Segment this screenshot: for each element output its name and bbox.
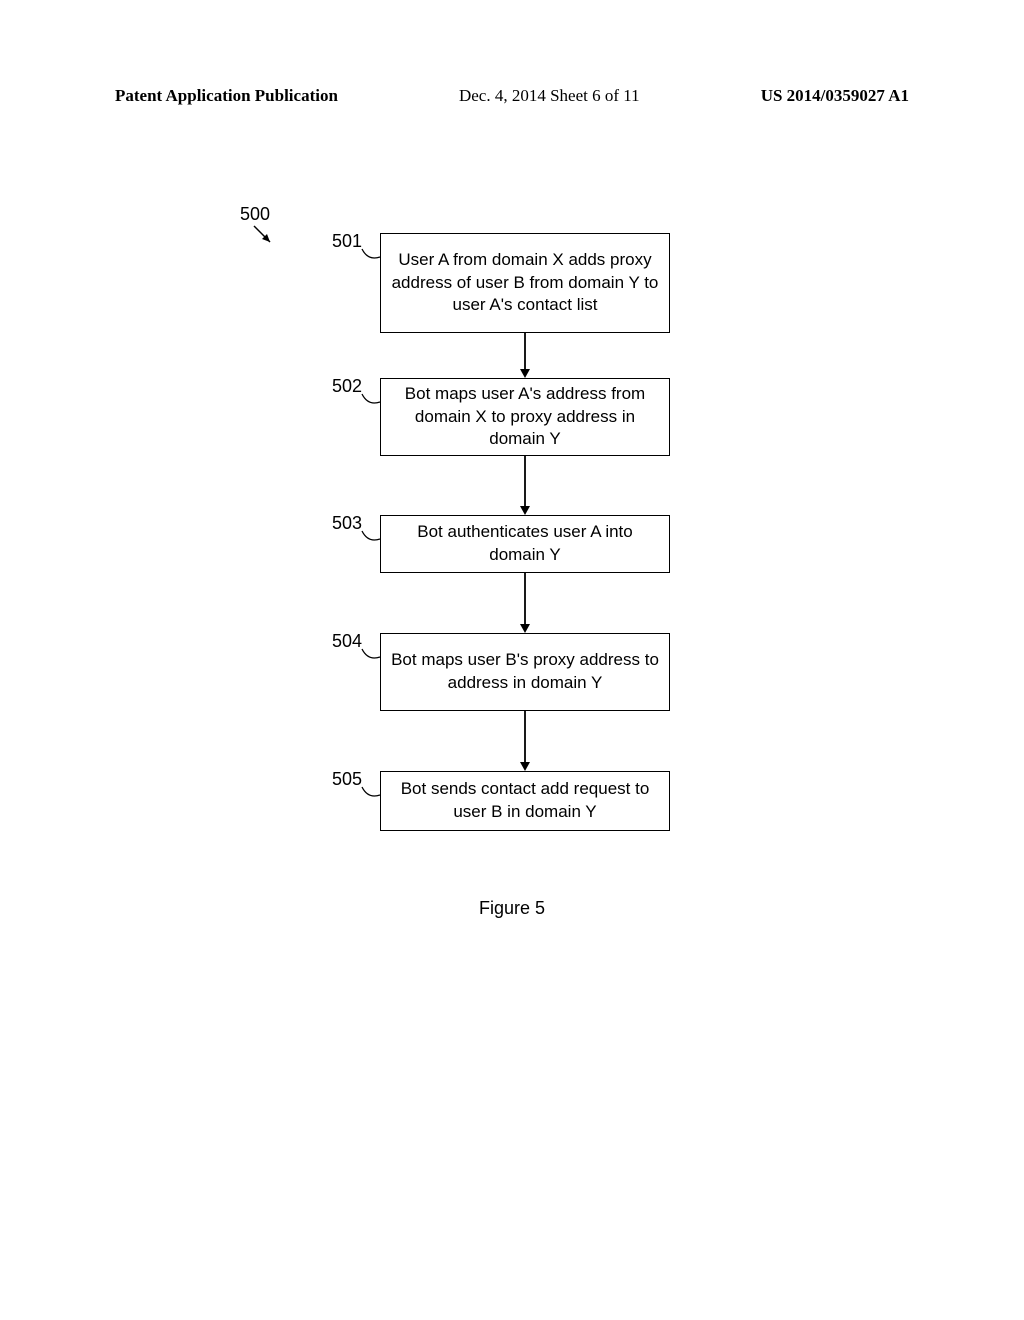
header-center: Dec. 4, 2014 Sheet 6 of 11 bbox=[459, 86, 640, 106]
callout-curve bbox=[360, 647, 384, 667]
flowchart-box-text: User A from domain X adds proxy address … bbox=[391, 249, 659, 318]
diagram-ref-arrow bbox=[252, 224, 282, 254]
flowchart-arrow bbox=[517, 456, 533, 515]
flowchart-diagram: 500User A from domain X adds proxy addre… bbox=[0, 215, 1024, 1115]
header-right: US 2014/0359027 A1 bbox=[761, 86, 909, 106]
flowchart-step-label-505: 505 bbox=[332, 769, 362, 790]
callout-curve bbox=[360, 785, 384, 805]
flowchart-arrow bbox=[517, 711, 533, 771]
flowchart-step-label-501: 501 bbox=[332, 231, 362, 252]
flowchart-step-label-503: 503 bbox=[332, 513, 362, 534]
flowchart-box-503: Bot authenticates user A into domain Y bbox=[380, 515, 670, 573]
callout-curve bbox=[360, 392, 384, 412]
flowchart-step-label-504: 504 bbox=[332, 631, 362, 652]
page-header: Patent Application Publication Dec. 4, 2… bbox=[0, 86, 1024, 106]
flowchart-box-504: Bot maps user B's proxy address to addre… bbox=[380, 633, 670, 711]
flowchart-box-501: User A from domain X adds proxy address … bbox=[380, 233, 670, 333]
flowchart-box-505: Bot sends contact add request to user B … bbox=[380, 771, 670, 831]
figure-label: Figure 5 bbox=[0, 898, 1024, 919]
flowchart-arrow bbox=[517, 573, 533, 633]
flowchart-arrow bbox=[517, 333, 533, 378]
flowchart-box-text: Bot maps user B's proxy address to addre… bbox=[391, 649, 659, 695]
flowchart-box-text: Bot authenticates user A into domain Y bbox=[391, 521, 659, 567]
flowchart-step-label-502: 502 bbox=[332, 376, 362, 397]
flowchart-box-text: Bot sends contact add request to user B … bbox=[391, 778, 659, 824]
header-left: Patent Application Publication bbox=[115, 86, 338, 106]
flowchart-box-text: Bot maps user A's address from domain X … bbox=[391, 383, 659, 452]
callout-curve bbox=[360, 529, 384, 549]
diagram-ref-label: 500 bbox=[240, 204, 270, 225]
flowchart-box-502: Bot maps user A's address from domain X … bbox=[380, 378, 670, 456]
callout-curve bbox=[360, 247, 384, 267]
